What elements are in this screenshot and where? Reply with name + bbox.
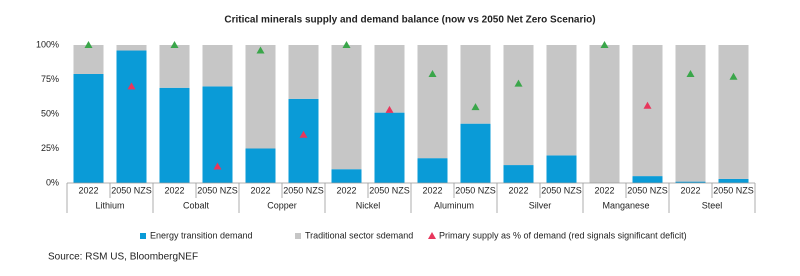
bar-segment [632, 176, 663, 183]
legend-marker [428, 232, 436, 239]
supply-marker [600, 41, 609, 48]
x-tick-label: 2050 NZS [541, 185, 582, 195]
bar-segment [73, 45, 104, 74]
x-tick-label: 2022 [336, 185, 356, 195]
group-label: Aluminum [434, 200, 474, 210]
supply-marker [342, 41, 351, 48]
bar-segment [374, 112, 405, 183]
x-tick-label: 2050 NZS [713, 185, 754, 195]
x-tick-label: 2022 [250, 185, 270, 195]
bar-segment [417, 158, 448, 183]
legend-label: Primary supply as % of demand (red signa… [439, 230, 687, 240]
x-tick-label: 2022 [508, 185, 528, 195]
supply-marker [127, 82, 136, 90]
bar-segment [116, 45, 147, 51]
x-tick-label: 2050 NZS [627, 185, 668, 195]
supply-marker [471, 103, 480, 111]
y-tick-label: 25% [41, 143, 59, 153]
group-label: Steel [702, 200, 723, 210]
bar-segment [417, 45, 448, 159]
bar-segment [288, 98, 319, 183]
y-tick-label: 50% [41, 108, 59, 118]
group-label: Manganese [602, 200, 649, 210]
bar-segment [632, 45, 663, 177]
supply-marker [385, 105, 394, 113]
bar-segment [159, 45, 190, 88]
supply-marker [729, 72, 738, 80]
y-tick-label: 0% [46, 177, 59, 187]
bar-segment [546, 45, 577, 156]
supply-marker [643, 101, 652, 109]
x-tick-label: 2022 [422, 185, 442, 195]
supply-marker [256, 46, 265, 54]
x-tick-label: 2050 NZS [283, 185, 324, 195]
group-label: Silver [529, 200, 552, 210]
bar-segment [331, 45, 362, 170]
x-tick-label: 2022 [594, 185, 614, 195]
supply-marker [213, 162, 222, 170]
x-tick-label: 2022 [164, 185, 184, 195]
supply-marker [514, 79, 523, 87]
supply-marker [686, 69, 695, 77]
bar-segment [245, 148, 276, 183]
x-tick-label: 2050 NZS [369, 185, 410, 195]
bar-segment [245, 45, 276, 149]
source-note: Source: RSM US, BloombergNEF [48, 252, 198, 263]
bar-segment [331, 169, 362, 183]
supply-marker [170, 41, 179, 48]
x-tick-label: 2050 NZS [111, 185, 152, 195]
bar-segment [288, 45, 319, 99]
x-tick-label: 2050 NZS [197, 185, 238, 195]
legend-label: Energy transition demand [150, 230, 253, 240]
y-tick-label: 100% [36, 39, 59, 49]
x-tick-label: 2050 NZS [455, 185, 496, 195]
legend-label: Traditional sector sdemand [305, 230, 413, 240]
group-label: Copper [267, 200, 297, 210]
supply-marker [428, 69, 437, 77]
bar-segment [116, 50, 147, 183]
bar-segment [718, 178, 749, 183]
bar-segment [202, 45, 233, 87]
bar-segment [503, 45, 534, 166]
bar-segment [675, 181, 706, 183]
bar-segment [159, 87, 190, 183]
bar-segment [374, 45, 405, 113]
bar-segment [460, 123, 491, 183]
bar-segment [503, 165, 534, 183]
legend-marker [295, 233, 301, 239]
supply-marker [84, 41, 93, 48]
group-label: Cobalt [183, 200, 210, 210]
bar-segment [546, 155, 577, 183]
supply-marker [299, 130, 308, 138]
bar-segment [675, 45, 706, 182]
legend-marker [140, 233, 146, 239]
group-label: Nickel [356, 200, 381, 210]
x-tick-label: 2022 [680, 185, 700, 195]
y-tick-label: 75% [41, 74, 59, 84]
chart-title: Critical minerals supply and demand bala… [224, 15, 595, 26]
bar-segment [589, 45, 620, 183]
bar-segment [73, 73, 104, 183]
group-label: Lithium [95, 200, 124, 210]
bar-segment [460, 45, 491, 124]
x-tick-label: 2022 [78, 185, 98, 195]
bar-segment [718, 45, 749, 179]
